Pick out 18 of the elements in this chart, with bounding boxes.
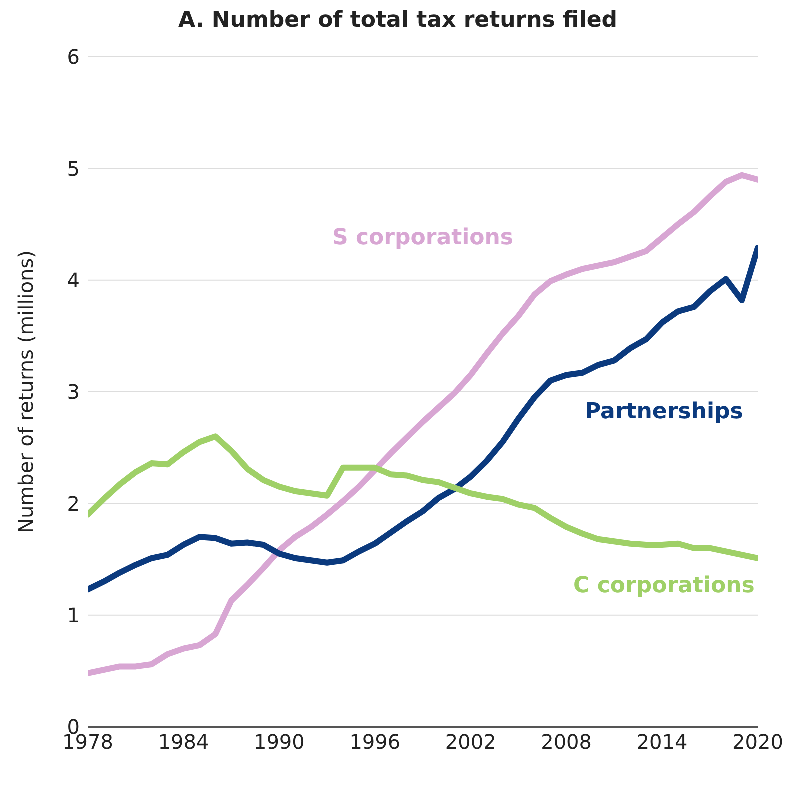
series-label: Partnerships xyxy=(585,400,744,425)
series-label: C corporations xyxy=(574,574,755,599)
y-tick-label: 2 xyxy=(67,492,80,516)
y-tick-label: 3 xyxy=(67,380,80,404)
x-tick-label: 2014 xyxy=(636,730,688,754)
x-tick-label: 1984 xyxy=(158,730,210,754)
y-tick-label: 6 xyxy=(67,45,80,70)
x-tick-label: 2020 xyxy=(732,730,784,754)
y-tick-label: 1 xyxy=(67,603,80,628)
chart-title: A. Number of total tax returns filed xyxy=(177,8,619,33)
y-axis-title: Number of returns (millions) xyxy=(14,250,38,534)
x-tick-label: 1990 xyxy=(254,730,305,754)
x-tick-label: 2008 xyxy=(541,730,592,754)
y-tick-label: 5 xyxy=(67,156,80,181)
x-tick-label: 1996 xyxy=(350,730,401,754)
text: S corporations xyxy=(332,225,514,250)
y-tick-label: 4 xyxy=(67,268,80,292)
x-tick-label: 2002 xyxy=(445,730,496,754)
